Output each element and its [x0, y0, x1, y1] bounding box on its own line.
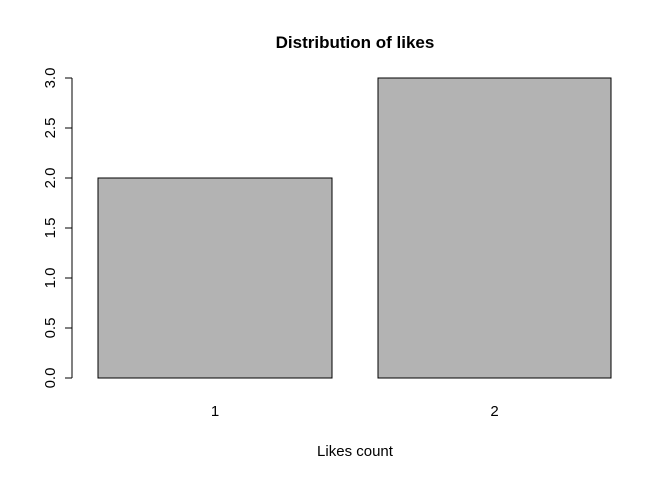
y-tick-label: 0.0	[42, 368, 59, 389]
x-tick-label: 2	[490, 403, 498, 420]
bar-1	[97, 177, 333, 379]
y-tick-label: 1.5	[42, 218, 59, 239]
bar-2	[377, 77, 612, 379]
y-tick-label: 0.5	[42, 318, 59, 339]
x-axis-label: Likes count	[317, 443, 394, 460]
y-axis: 0.0 0.5 1.0 1.5 2.0 2.5 3.0	[42, 68, 73, 389]
y-tick-label: 2.0	[42, 168, 59, 189]
y-tick-label: 2.5	[42, 118, 59, 139]
y-tick-label: 1.0	[42, 268, 59, 289]
y-tick-label: 3.0	[42, 68, 59, 89]
bars-group	[97, 77, 612, 379]
chart-title: Distribution of likes	[276, 33, 435, 52]
x-tick-label: 1	[211, 403, 219, 420]
